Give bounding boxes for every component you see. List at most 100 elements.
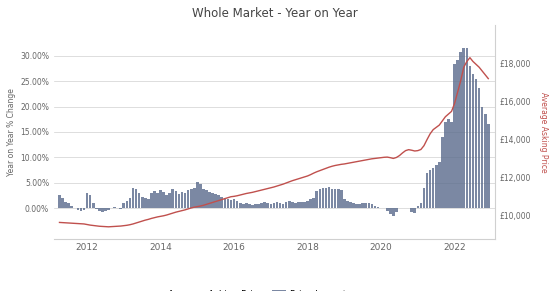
Bar xyxy=(224,198,226,208)
Bar xyxy=(273,203,275,208)
Bar xyxy=(187,190,189,208)
Bar xyxy=(202,189,205,208)
Bar xyxy=(258,204,260,208)
Bar xyxy=(374,206,376,208)
Bar xyxy=(371,204,373,208)
Bar xyxy=(165,196,168,208)
Bar xyxy=(450,122,453,208)
Average Asking Price xyxy=(59,221,66,224)
Bar xyxy=(279,203,281,208)
Bar xyxy=(300,202,303,208)
Bar xyxy=(462,48,465,208)
Bar xyxy=(423,188,425,208)
Bar xyxy=(199,184,201,208)
Bar xyxy=(392,208,395,216)
Bar xyxy=(77,208,79,210)
Bar xyxy=(89,196,92,208)
Bar xyxy=(309,199,312,208)
Average Asking Price xyxy=(56,221,63,224)
Bar xyxy=(153,191,156,208)
Bar xyxy=(438,162,441,208)
Bar xyxy=(395,208,398,212)
Bar xyxy=(365,203,367,208)
Bar xyxy=(196,182,199,208)
Bar xyxy=(420,203,422,208)
Bar xyxy=(389,208,392,214)
Bar xyxy=(220,197,223,208)
Bar xyxy=(441,137,443,208)
Bar xyxy=(141,197,144,208)
Bar xyxy=(138,193,140,208)
Bar xyxy=(132,188,134,208)
Bar xyxy=(377,207,380,208)
Bar xyxy=(101,208,104,212)
Bar xyxy=(123,203,125,208)
Bar xyxy=(260,203,263,208)
Bar xyxy=(85,193,88,208)
Bar xyxy=(233,199,235,208)
Average Asking Price xyxy=(423,138,430,141)
Bar xyxy=(386,208,388,211)
Average Asking Price xyxy=(467,56,473,59)
Bar xyxy=(349,202,352,208)
Bar xyxy=(306,200,309,208)
Average Asking Price xyxy=(433,126,440,129)
Bar xyxy=(64,202,67,208)
Line: Average Asking Price: Average Asking Price xyxy=(59,58,488,227)
Bar xyxy=(226,199,229,208)
Bar xyxy=(245,203,248,208)
Bar xyxy=(248,204,251,208)
Bar xyxy=(315,191,318,208)
Bar xyxy=(144,198,147,208)
Bar xyxy=(325,188,327,208)
Bar xyxy=(447,119,450,208)
Bar xyxy=(282,204,284,208)
Bar xyxy=(156,193,159,208)
Bar xyxy=(321,188,324,208)
Bar xyxy=(214,194,217,208)
Bar xyxy=(251,205,254,208)
Bar xyxy=(352,203,355,208)
Bar xyxy=(83,208,85,210)
Bar xyxy=(481,107,483,208)
Bar xyxy=(107,208,110,210)
Bar xyxy=(193,188,195,208)
Bar xyxy=(319,189,321,208)
Bar xyxy=(303,202,306,208)
Bar xyxy=(92,203,94,208)
Average Asking Price xyxy=(200,203,207,207)
Bar xyxy=(343,199,346,208)
Bar xyxy=(266,203,269,208)
Bar xyxy=(276,202,278,208)
Bar xyxy=(135,189,138,208)
Average Asking Price xyxy=(105,225,112,228)
Bar xyxy=(147,199,150,208)
Bar xyxy=(218,196,220,208)
Title: Whole Market - Year on Year: Whole Market - Year on Year xyxy=(191,7,357,20)
Bar xyxy=(150,193,153,208)
Bar xyxy=(294,203,297,208)
Bar xyxy=(331,189,334,208)
Bar xyxy=(361,203,364,208)
Bar xyxy=(61,198,64,208)
Bar xyxy=(472,74,475,208)
Bar xyxy=(254,204,257,208)
Bar xyxy=(435,165,437,208)
Bar xyxy=(175,191,177,208)
Bar xyxy=(190,189,193,208)
Bar xyxy=(270,204,272,208)
Bar xyxy=(340,190,342,208)
Bar xyxy=(159,190,162,208)
Y-axis label: Year on Year % Change: Year on Year % Change xyxy=(7,88,16,176)
Bar xyxy=(211,193,214,208)
Bar xyxy=(355,204,358,208)
Bar xyxy=(297,202,300,208)
Bar xyxy=(312,198,315,208)
Bar xyxy=(119,208,122,209)
Bar xyxy=(95,208,98,209)
Legend: Average Asking Price, Price Impact: Average Asking Price, Price Impact xyxy=(146,286,350,291)
Bar xyxy=(178,194,180,208)
Bar xyxy=(453,64,456,208)
Bar xyxy=(367,203,370,208)
Bar xyxy=(125,200,128,208)
